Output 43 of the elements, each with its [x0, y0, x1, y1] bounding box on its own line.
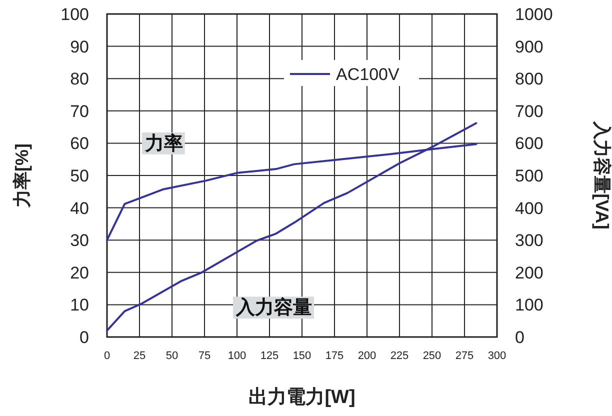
x-tick-label: 25 — [133, 350, 146, 362]
y2-tick-label: 600 — [515, 134, 544, 154]
x-axis-title: 出力電力[W] — [248, 386, 356, 408]
x-tick-label: 275 — [455, 350, 474, 362]
x-tick-label: 50 — [166, 350, 178, 362]
line-series — [106, 122, 478, 332]
y2-tick-label: 300 — [515, 231, 544, 250]
y-tick-label: 30 — [70, 231, 89, 250]
x-tick-label: 75 — [198, 350, 211, 362]
y-axis-title: 力率[%] — [12, 144, 32, 208]
y2-tick-label: 900 — [515, 37, 544, 56]
y2-tick-label: 700 — [515, 102, 544, 121]
x-tick-label: 200 — [358, 350, 376, 362]
y-tick-label: 70 — [70, 102, 89, 121]
y2-tick-label: 500 — [515, 166, 544, 186]
x-tick-label: 100 — [228, 350, 246, 362]
y-tick-label: 90 — [70, 37, 89, 56]
y2-tick-label: 200 — [515, 263, 544, 282]
x-tick-label: 0 — [104, 350, 110, 362]
y2-tick-label: 1000 — [515, 5, 553, 24]
x-tick-label: 300 — [488, 350, 506, 362]
x-tick-label: 225 — [390, 350, 409, 362]
y-tick-label: 20 — [70, 263, 89, 282]
y2-axis-title: 入力容量[VA] — [592, 120, 612, 230]
y-tick-label: 80 — [70, 70, 89, 89]
text: 入力容量 — [235, 296, 312, 319]
y2-tick-label: 400 — [515, 198, 544, 218]
x-tick-label: 250 — [422, 350, 442, 362]
y-tick-label: 50 — [70, 166, 89, 186]
y2-tick-label: 100 — [515, 296, 544, 315]
x-tick-label: 175 — [325, 350, 344, 362]
x-tick-label: 150 — [292, 350, 312, 362]
y-tick-label: 100 — [60, 5, 89, 24]
y2-tick-label: 800 — [515, 70, 544, 89]
legend: AC100V — [284, 60, 419, 86]
x-tick-label: 125 — [260, 350, 279, 362]
series-label: 力率 — [144, 132, 183, 154]
y-tick-label: 60 — [70, 134, 89, 154]
y-tick-label: 0 — [80, 328, 89, 347]
y-tick-label: 10 — [70, 296, 89, 315]
legend-title: AC100V — [336, 65, 400, 84]
y-tick-label: 40 — [70, 198, 89, 218]
y2-tick-label: 0 — [515, 328, 524, 347]
